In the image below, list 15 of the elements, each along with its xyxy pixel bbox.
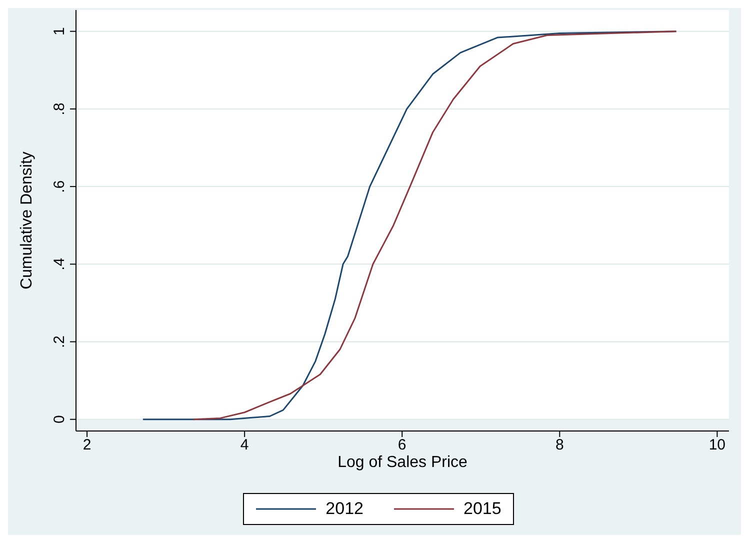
y-tick-label: .6 (51, 180, 68, 193)
x-tick-label: 8 (555, 436, 564, 454)
y-tick-label: .8 (51, 102, 68, 116)
x-tick-label: 10 (708, 436, 726, 454)
y-tick-label: .2 (51, 336, 68, 348)
legend-label: 2012 (324, 499, 364, 519)
x-axis-title: Log of Sales Price (338, 454, 468, 471)
y-tick-label: .4 (51, 258, 68, 270)
x-tick-label: 6 (398, 436, 406, 454)
y-tick-label: 0 (51, 415, 68, 424)
x-tick-label: 2 (82, 436, 92, 454)
y-tick-label: 1 (51, 27, 68, 36)
legend-label: 2015 (462, 499, 502, 519)
y-axis-title: Cumulative Density (18, 152, 36, 290)
x-tick-label: 4 (240, 436, 249, 454)
